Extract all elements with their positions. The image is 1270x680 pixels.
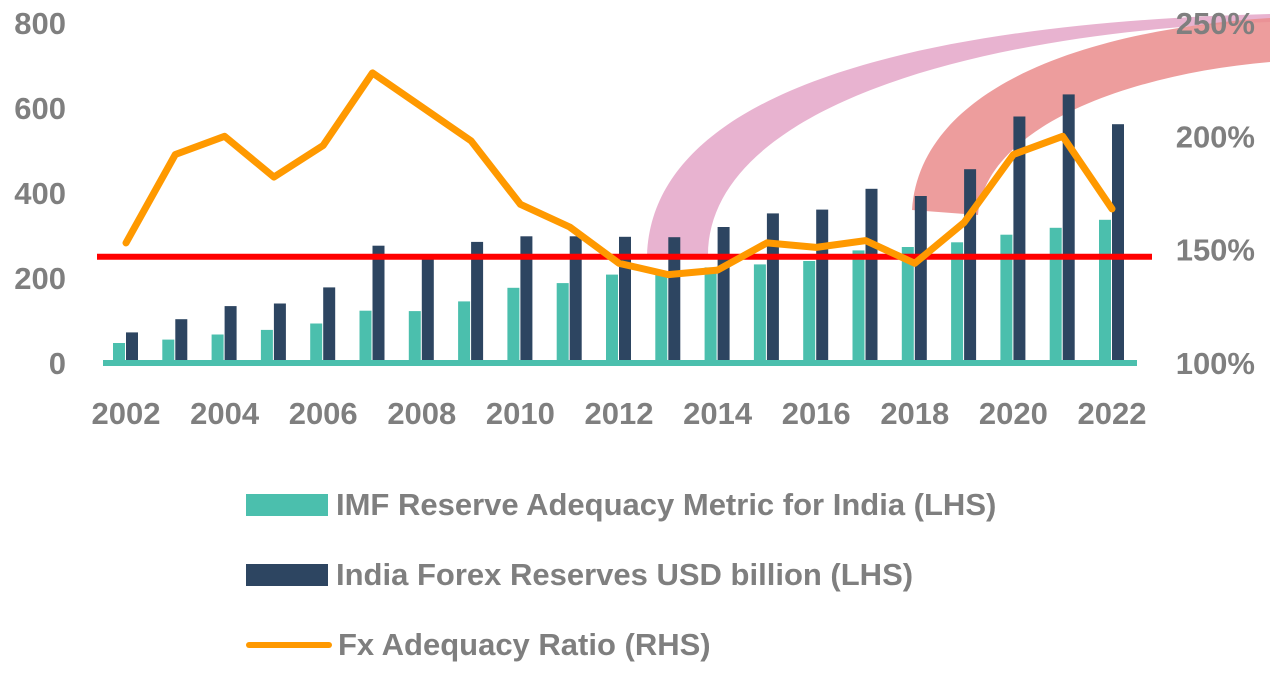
x-tick-2010: 2010: [486, 396, 555, 431]
forex-reserves-bar-2021: [1062, 94, 1075, 364]
x-tick-2012: 2012: [585, 396, 654, 431]
imf-metric-bar-2020: [1000, 234, 1013, 363]
forex-reserves-bar-2011: [569, 236, 582, 363]
imf-metric-bar-2014: [704, 267, 717, 363]
imf-metric-bar-2004: [211, 334, 224, 363]
legend-swatch-fx-ratio: [246, 642, 332, 648]
annotation-arc-2013: [647, 14, 1270, 258]
legend-item-imf-metric: IMF Reserve Adequacy Metric for India (L…: [246, 470, 996, 540]
imf-metric-bar-2007: [359, 310, 372, 363]
forex-reserves-bar-2004: [224, 306, 237, 363]
right-tick-150%: 150%: [1176, 233, 1255, 268]
legend: IMF Reserve Adequacy Metric for India (L…: [246, 470, 996, 680]
x-axis-ticks: 2002 2004 2006 2008 2010 2012 2014 2016 2018 2020…: [92, 396, 1147, 431]
imf-metric-bar-2017: [852, 250, 865, 363]
x-tick-2016: 2016: [782, 396, 851, 431]
imf-metric-bar-2011: [556, 283, 569, 363]
x-tick-2020: 2020: [979, 396, 1048, 431]
imf-metric-bar-2012: [606, 274, 618, 363]
left-axis-ticks: 0 200 400 600 800: [14, 6, 66, 381]
imf-metric-bar-2006: [310, 323, 323, 363]
imf-metric-bar-2009: [458, 301, 471, 363]
right-tick-100%: 100%: [1176, 346, 1255, 381]
left-tick-200: 200: [14, 261, 66, 296]
right-tick-250%: 250%: [1176, 6, 1255, 41]
left-tick-800: 800: [14, 6, 66, 41]
imf-metric-bar-2021: [1049, 227, 1062, 363]
right-axis-ticks: 100% 150% 200% 250%: [1176, 6, 1255, 381]
x-tick-2018: 2018: [880, 396, 949, 431]
imf-metric-bar-2005: [260, 329, 273, 363]
forex-reserves-bar-2022: [1112, 124, 1124, 363]
forex-reserves-bar-2006: [323, 287, 336, 363]
forex-reserves-bar-2013: [668, 237, 681, 363]
legend-label-fx-ratio: Fx Adequacy Ratio (RHS): [338, 627, 711, 662]
x-axis-line: [103, 360, 1137, 366]
left-tick-0: 0: [49, 346, 66, 381]
left-tick-600: 600: [14, 91, 66, 126]
imf-metric-bar-2019: [951, 242, 964, 363]
x-tick-2002: 2002: [92, 396, 161, 431]
legend-item-forex-reserves: India Forex Reserves USD billion (LHS): [246, 540, 996, 610]
forex-reserves-bar-2017: [865, 188, 878, 363]
legend-item-fx-ratio: Fx Adequacy Ratio (RHS): [246, 610, 996, 680]
legend-label-forex-reserves: India Forex Reserves USD billion (LHS): [336, 557, 914, 592]
imf-metric-bar-2008: [408, 311, 421, 363]
forex-reserves-bar-2018: [914, 196, 927, 363]
forex-reserves-bar-2020: [1013, 116, 1026, 363]
forex-reserves-bar-2016: [816, 209, 829, 363]
forex-reserves-bar-2003: [175, 319, 188, 363]
imf-metric-bar-2018: [901, 247, 914, 363]
imf-metric-bar-2013: [655, 272, 668, 363]
ratio-line: [122, 69, 1116, 279]
forex-reserves-bar-2007: [372, 245, 385, 363]
fx-adequacy-ratio-line: [122, 69, 1116, 279]
forex-reserves-bar-2009: [471, 241, 484, 363]
forex-reserves-bar-2014: [717, 227, 730, 363]
x-tick-2006: 2006: [289, 396, 358, 431]
right-tick-200%: 200%: [1176, 119, 1255, 154]
imf-metric-bar-2016: [803, 261, 816, 363]
forex-reserves-bar-2002: [126, 332, 138, 363]
x-axis-baseline: [103, 360, 1137, 366]
forex-reserves-bar-2008: [421, 255, 434, 363]
left-tick-400: 400: [14, 176, 66, 211]
annotation-arcs: [647, 14, 1270, 258]
imf-metric-bar-2015: [753, 264, 766, 363]
x-tick-2022: 2022: [1078, 396, 1147, 431]
forex-reserves-bar-2005: [273, 303, 286, 363]
legend-swatch-forex-reserves: [246, 564, 328, 586]
forex-reserves-bar-2019: [964, 169, 977, 363]
x-tick-2004: 2004: [190, 396, 260, 431]
imf-metric-bar-2022: [1099, 219, 1111, 363]
annotation-arc-2018: [912, 18, 1270, 215]
legend-label-imf-metric: IMF Reserve Adequacy Metric for India (L…: [336, 487, 997, 522]
forex-reserves-bar-2015: [766, 213, 779, 363]
legend-swatch-imf-metric: [246, 494, 328, 516]
forex-reserves-bar-2010: [520, 236, 533, 363]
x-tick-2008: 2008: [387, 396, 456, 431]
imf-metric-bar-2002: [113, 343, 125, 363]
x-tick-2014: 2014: [683, 396, 753, 431]
imf-metric-bar-2010: [507, 287, 520, 363]
imf-metric-bar-2003: [162, 339, 175, 363]
